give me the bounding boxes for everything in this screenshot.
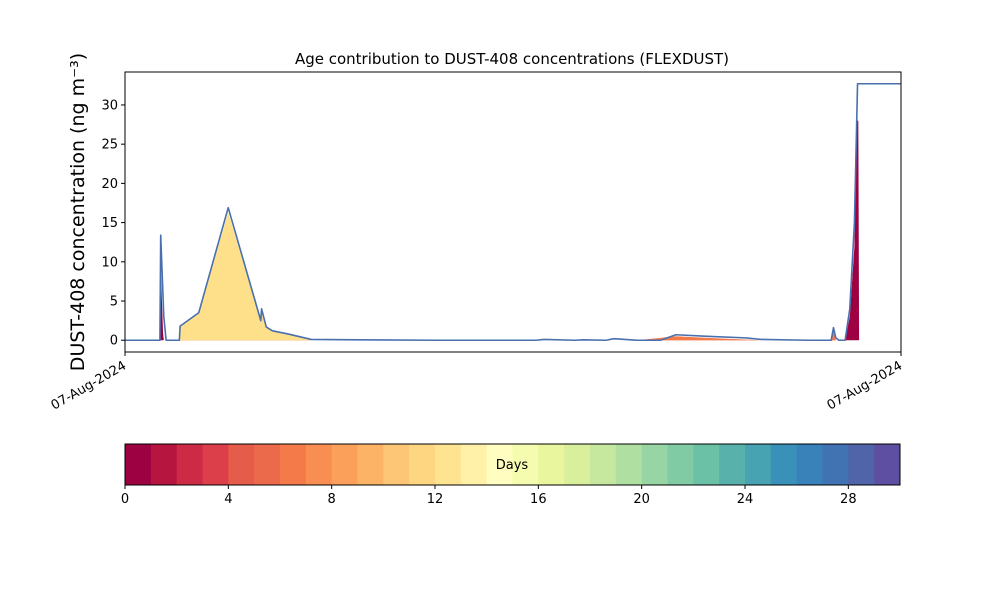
colorbar-segment <box>305 444 333 485</box>
y-tick-label: 15 <box>101 216 118 231</box>
y-tick-label: 25 <box>101 138 118 153</box>
colorbar-tick-label: 8 <box>328 492 336 507</box>
age-layer-area-4 <box>179 212 312 341</box>
colorbar-segment <box>202 444 229 485</box>
y-tick-label: 5 <box>110 295 118 310</box>
colorbar-segment <box>357 444 384 485</box>
colorbar-segment <box>745 444 772 485</box>
colorbar-tick-label: 24 <box>737 492 754 507</box>
colorbar-segment <box>435 444 462 485</box>
colorbar-frame <box>124 443 901 486</box>
colorbar-segment <box>150 444 178 485</box>
y-tick-label: 10 <box>101 255 118 270</box>
colorbar-tick-label: 20 <box>633 492 650 507</box>
colorbar-segment <box>254 444 281 485</box>
colorbar-tick-label: 4 <box>224 492 232 507</box>
chart-title: Age contribution to DUST-408 concentrati… <box>295 50 729 68</box>
colorbar-segment <box>409 444 436 485</box>
colorbar-segment <box>460 444 488 485</box>
x-tick-label: 07-Aug-2024 <box>825 358 905 413</box>
colorbar-segment <box>331 444 358 485</box>
colorbar-segment <box>564 444 591 485</box>
colorbar-segment <box>848 444 875 485</box>
colorbar-segment <box>280 444 307 485</box>
colorbar-segment <box>125 444 152 485</box>
colorbar-segment <box>874 444 901 485</box>
main-plot-axes: 0 5 10 15 20 25 30 <box>101 71 902 353</box>
colorbar-tick-label: 28 <box>840 492 857 507</box>
colorbar-segment <box>512 444 539 485</box>
colorbar-segment <box>770 444 798 485</box>
y-tick-label: 0 <box>110 334 118 349</box>
colorbar-segment <box>615 444 643 485</box>
colorbar-segment <box>641 444 668 485</box>
colorbar-segment <box>693 444 720 485</box>
age-contribution-areas <box>125 82 901 342</box>
colorbar-segment <box>538 444 565 485</box>
colorbar-segment <box>228 444 255 485</box>
colorbar-segment <box>822 444 849 485</box>
total-concentration-line <box>125 82 901 342</box>
colorbar-tick-label: 0 <box>121 492 129 507</box>
y-tick-label: 30 <box>101 98 118 113</box>
colorbar-segment <box>667 444 694 485</box>
colorbar-segment <box>590 444 617 485</box>
age-layer-area-0 <box>159 120 860 341</box>
colorbar-tick-label: 16 <box>530 492 547 507</box>
colorbar-segment <box>719 444 746 485</box>
colorbar-segment <box>486 444 513 485</box>
colorbar-tick-label: 12 <box>427 492 444 507</box>
colorbar-label: Days <box>496 458 529 473</box>
colorbar-segment <box>796 444 823 485</box>
age-layer-area-2 <box>179 246 836 341</box>
y-tick-label: 20 <box>101 177 118 192</box>
x-axis-ticks: 07-Aug-2024 07-Aug-2024 <box>49 352 905 414</box>
plot-frame <box>124 71 902 353</box>
colorbar-segment <box>383 444 410 485</box>
days-colorbar: 0 4 8 12 16 20 24 28 <box>121 443 901 507</box>
colorbar-segment <box>176 444 203 485</box>
y-axis-label: DUST-408 concentration (ng m⁻³) <box>67 53 89 371</box>
